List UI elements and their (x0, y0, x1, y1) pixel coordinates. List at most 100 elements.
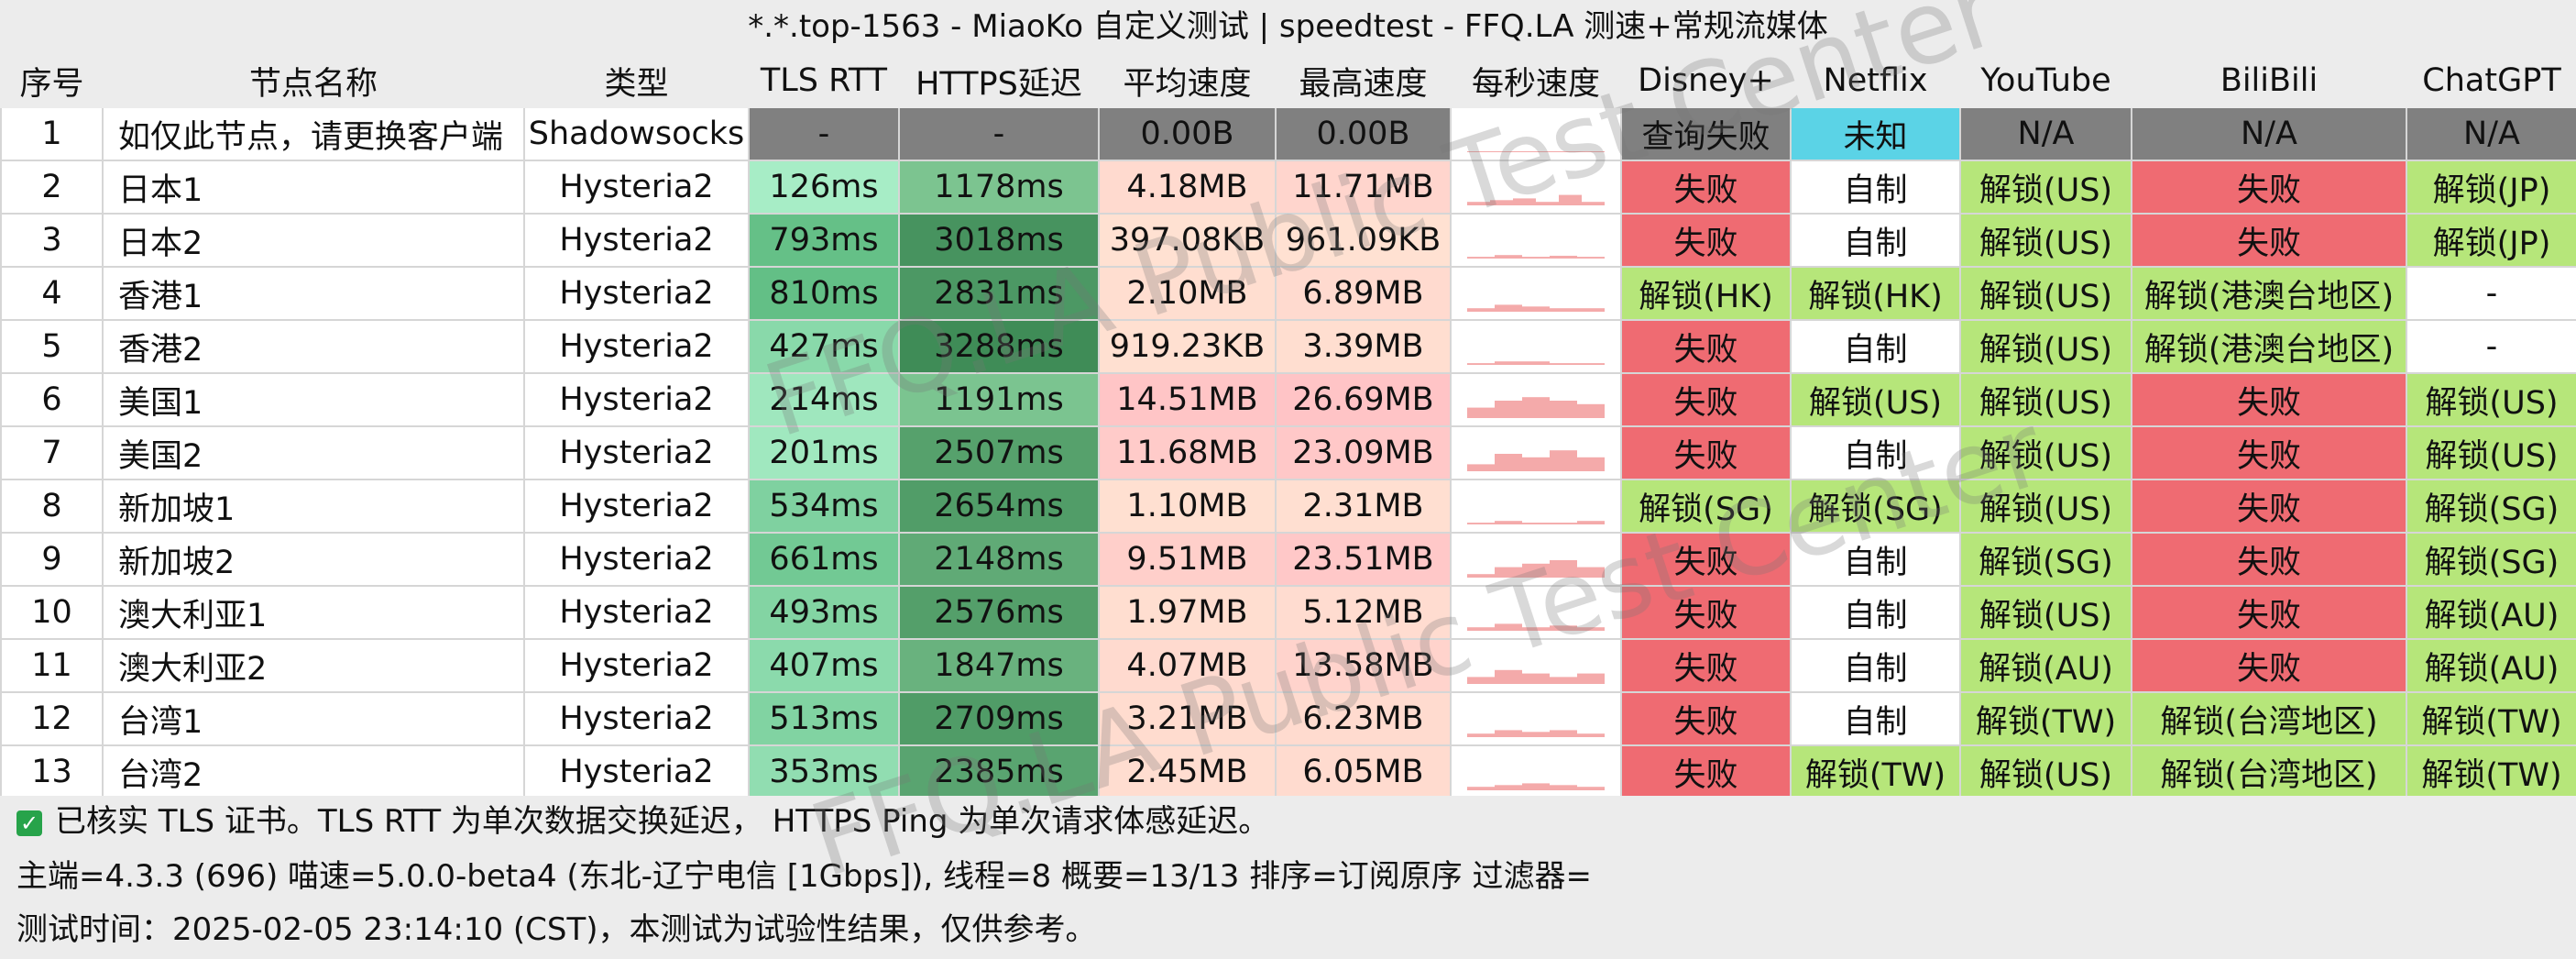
cell-type: Hysteria2 (523, 372, 750, 427)
cell-https-latency: 2654ms (898, 479, 1100, 534)
window-title: *.*.top-1563 - MiaoKo 自定义测试 | speedtest … (0, 0, 2576, 53)
speed-sparkline (1467, 730, 1605, 737)
header-row: 序号 节点名称 类型 TLS RTT HTTPS延迟 平均速度 最高速度 每秒速… (0, 53, 2576, 108)
cell-https-latency: 2148ms (898, 532, 1100, 587)
sparkline-bar (1522, 523, 1550, 524)
cell-per-second-speed (1450, 319, 1622, 374)
sparkline-bar (1467, 257, 1495, 259)
cell-chatgpt: - (2406, 266, 2576, 321)
sparkline-bar (1467, 733, 1495, 737)
cell-https-latency: 2385ms (898, 744, 1100, 799)
cell-disney: 失败 (1620, 585, 1792, 640)
cell-chatgpt: 解锁(AU) (2406, 585, 2576, 640)
sparkline-bar (1550, 560, 1577, 578)
cell-https-latency: 1178ms (898, 160, 1100, 215)
cell-youtube: 解锁(US) (1959, 160, 2132, 215)
sparkline-bar (1467, 677, 1495, 684)
cell-index: 7 (0, 425, 104, 480)
cell-node-name: 新加坡1 (102, 479, 525, 534)
cell-tls-rtt: 793ms (748, 213, 900, 268)
sparkline-bar (1582, 202, 1605, 205)
sparkline-bar (1550, 625, 1577, 631)
cell-disney: 解锁(HK) (1620, 266, 1792, 321)
cell-node-name: 台湾1 (102, 691, 525, 746)
cell-max-speed: 3.39MB (1275, 319, 1452, 374)
col-header-per-second-speed: 每秒速度 (1450, 53, 1622, 108)
table-row: 1 如仅此节点，请更换客户端 Shadowsocks - -0.00B 0.00B 查询失败… (0, 106, 2576, 161)
cell-tls-rtt: 427ms (748, 319, 900, 374)
sparkline-bar (1467, 523, 1495, 524)
sparkline-bar (1495, 567, 1522, 578)
speed-sparkline (1467, 194, 1605, 205)
cell-disney: 失败 (1620, 319, 1792, 374)
sparkline-bar (1495, 255, 1522, 259)
cell-index: 8 (0, 479, 104, 534)
speed-sparkline (1467, 783, 1605, 790)
cell-netflix: 解锁(HK) (1790, 266, 1961, 321)
cell-index: 11 (0, 638, 104, 693)
sparkline-bar (1467, 308, 1495, 312)
cell-per-second-speed (1450, 585, 1622, 640)
cell-https-latency: 2576ms (898, 585, 1100, 640)
col-header-https-latency: HTTPS延迟 (898, 53, 1100, 108)
sparkline-bar (1467, 151, 1495, 152)
sparkline-bar (1577, 457, 1605, 471)
cell-bilibili: 解锁(台湾地区) (2131, 691, 2407, 746)
cell-per-second-speed (1450, 372, 1622, 427)
check-icon: ✓ (16, 810, 42, 836)
col-header-disney: Disney+ (1620, 53, 1792, 108)
cell-netflix: 自制 (1790, 585, 1961, 640)
cell-per-second-speed (1450, 266, 1622, 321)
sparkline-bar (1490, 200, 1513, 205)
cell-tls-rtt: 513ms (748, 691, 900, 746)
table-row: 11 澳大利亚2 Hysteria2 407ms 1847ms 4.07MB 13.58MB… (0, 638, 2576, 693)
sparkline-bar (1495, 785, 1522, 790)
cell-max-speed: 5.12MB (1275, 585, 1452, 640)
speed-sparkline (1467, 560, 1605, 578)
sparkline-bar (1467, 407, 1495, 418)
cell-tls-rtt: 810ms (748, 266, 900, 321)
sparkline-bar (1522, 783, 1550, 790)
sparkline-bar (1467, 787, 1495, 790)
cell-max-speed: 961.09KB (1275, 213, 1452, 268)
cell-max-speed: 2.31MB (1275, 479, 1452, 534)
cell-youtube: 解锁(SG) (1959, 532, 2132, 587)
cell-youtube: 解锁(US) (1959, 585, 2132, 640)
col-header-youtube: YouTube (1959, 53, 2132, 108)
cell-https-latency: 3288ms (898, 319, 1100, 374)
sparkline-bar (1467, 464, 1495, 471)
speed-sparkline (1467, 255, 1605, 259)
cell-max-speed: 13.58MB (1275, 638, 1452, 693)
cell-https-latency: 1191ms (898, 372, 1100, 427)
cell-youtube: 解锁(US) (1959, 372, 2132, 427)
sparkline-bar (1550, 677, 1577, 684)
cell-avg-speed: 2.10MB (1098, 266, 1277, 321)
cell-tls-rtt: 214ms (748, 372, 900, 427)
cell-disney: 解锁(SG) (1620, 479, 1792, 534)
sparkline-bar (1495, 730, 1522, 737)
col-header-max-speed: 最高速度 (1275, 53, 1452, 108)
cell-node-name: 香港2 (102, 319, 525, 374)
cell-chatgpt: 解锁(US) (2406, 372, 2576, 427)
cell-https-latency: 1847ms (898, 638, 1100, 693)
cell-tls-rtt: 353ms (748, 744, 900, 799)
sparkline-bar (1577, 733, 1605, 737)
cell-disney: 失败 (1620, 691, 1792, 746)
cell-max-speed: 6.05MB (1275, 744, 1452, 799)
cell-avg-speed: 0.00B (1098, 106, 1277, 161)
speed-sparkline (1467, 669, 1605, 684)
sparkline-bar (1522, 627, 1550, 631)
cell-chatgpt: - (2406, 319, 2576, 374)
sparkline-bar (1577, 151, 1605, 152)
cell-type: Hysteria2 (523, 319, 750, 374)
cell-youtube: 解锁(US) (1959, 213, 2132, 268)
cell-type: Hysteria2 (523, 425, 750, 480)
cell-netflix: 自制 (1790, 691, 1961, 746)
cell-avg-speed: 3.21MB (1098, 691, 1277, 746)
cell-bilibili: 失败 (2131, 638, 2407, 693)
cell-chatgpt: 解锁(JP) (2406, 160, 2576, 215)
sparkline-bar (1577, 627, 1605, 631)
cell-tls-rtt: 126ms (748, 160, 900, 215)
cell-type: Hysteria2 (523, 691, 750, 746)
sparkline-bar (1522, 257, 1550, 259)
